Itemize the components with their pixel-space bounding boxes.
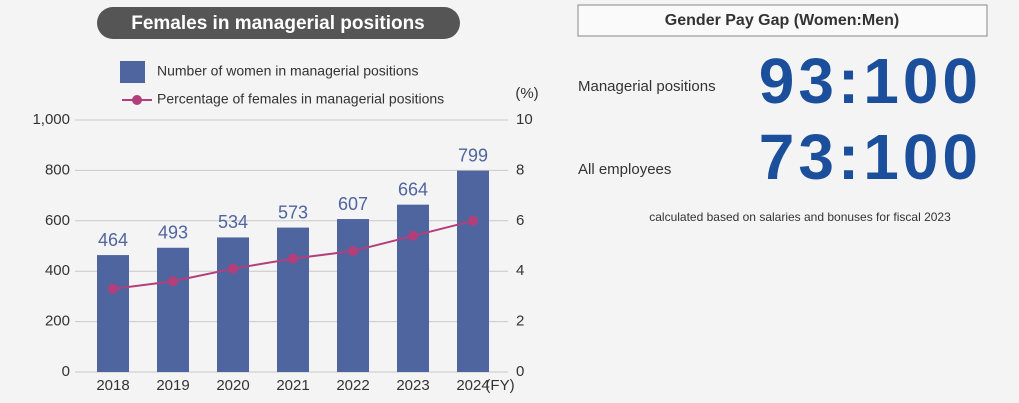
data-label: 607	[338, 194, 368, 214]
bar	[157, 247, 189, 372]
data-label: 799	[458, 145, 488, 165]
data-label: 573	[278, 202, 308, 222]
bar	[217, 237, 249, 372]
legend-swatch	[120, 61, 145, 83]
pay-gap-ratio: 93:100	[759, 45, 982, 117]
bar	[457, 170, 489, 372]
x-tick-label: 2020	[216, 377, 249, 394]
pay-gap-note: calculated based on salaries and bonuses…	[649, 210, 951, 224]
line-point	[108, 283, 118, 294]
x-tick-label: 2022	[336, 377, 369, 394]
y2-tick-label: 8	[516, 161, 524, 178]
line-point	[288, 253, 298, 264]
y2-unit: (%)	[515, 85, 538, 102]
y-tick-label: 800	[45, 161, 70, 178]
y2-tick-label: 2	[516, 313, 524, 330]
pay-gap-label: All employees	[578, 161, 671, 178]
x-tick-label: 2023	[396, 377, 429, 394]
x-unit: (FY)	[485, 377, 514, 394]
data-label: 464	[98, 230, 128, 250]
y-tick-label: 1,000	[32, 111, 70, 128]
x-tick-label: 2018	[96, 377, 129, 394]
bar	[337, 219, 369, 372]
y-tick-label: 0	[62, 363, 70, 380]
chart-title: Females in managerial positions	[131, 13, 425, 34]
x-tick-label: 2024	[456, 377, 489, 394]
legend-marker	[132, 95, 142, 105]
legend-label: Number of women in managerial positions	[157, 63, 418, 79]
line-point	[468, 215, 478, 226]
line-point	[348, 246, 358, 257]
y2-tick-label: 10	[516, 111, 533, 128]
data-label: 534	[218, 212, 248, 232]
pay-gap-title: Gender Pay Gap (Women:Men)	[665, 12, 899, 29]
line-point	[168, 276, 178, 287]
bar	[277, 227, 309, 372]
line-point	[228, 263, 238, 274]
y-tick-label: 600	[45, 212, 70, 229]
pay-gap-ratio: 73:100	[759, 121, 982, 193]
y2-tick-label: 0	[516, 363, 524, 380]
y2-tick-label: 6	[516, 212, 524, 229]
bar	[397, 204, 429, 372]
y2-tick-label: 4	[516, 262, 524, 279]
x-tick-label: 2019	[156, 377, 189, 394]
y-tick-label: 400	[45, 262, 70, 279]
y-tick-label: 200	[45, 313, 70, 330]
bar	[97, 255, 129, 372]
title-pill	[97, 7, 460, 39]
data-label: 664	[398, 179, 428, 199]
pay-gap-box	[577, 4, 988, 37]
legend-label: Percentage of females in managerial posi…	[157, 91, 444, 107]
pay-gap-label: Managerial positions	[578, 78, 716, 95]
line-point	[408, 230, 418, 241]
x-tick-label: 2021	[276, 377, 309, 394]
data-label: 493	[158, 223, 188, 243]
